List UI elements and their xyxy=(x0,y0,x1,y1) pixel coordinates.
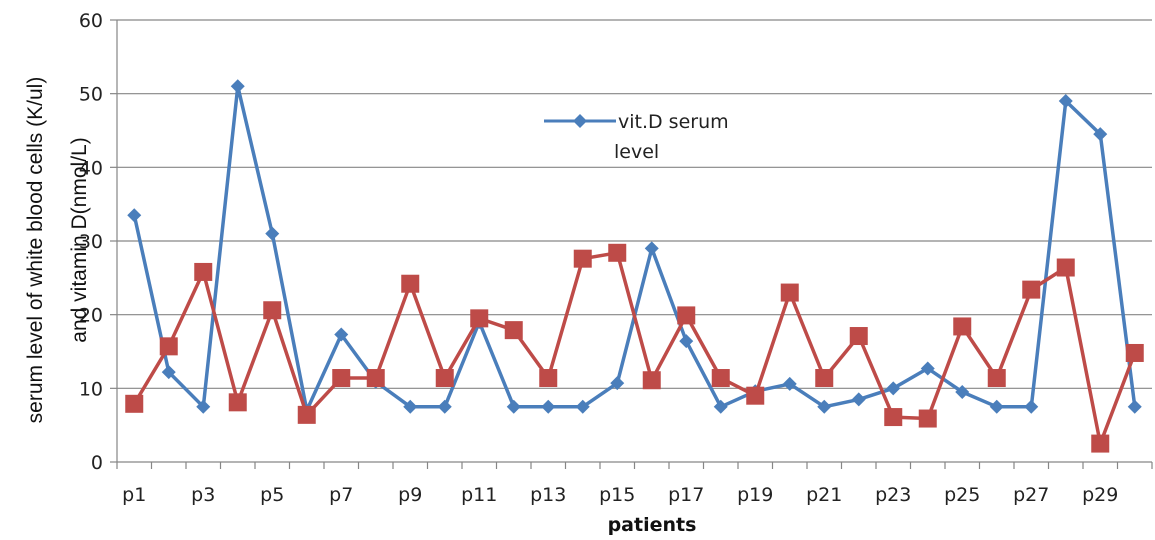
point-s2-p19 xyxy=(746,386,765,405)
point-s2-p12 xyxy=(504,321,523,340)
series-line-2 xyxy=(132,251,1137,446)
point-s2-p18 xyxy=(711,369,730,388)
series-group xyxy=(125,79,1144,453)
point-s1-p5 xyxy=(265,226,280,241)
point-s2-p26 xyxy=(987,369,1006,388)
x-tick-label-p19: p19 xyxy=(737,484,773,506)
point-s2-p30 xyxy=(1125,343,1144,362)
x-tick-label-p3: p3 xyxy=(191,484,215,506)
point-s2-p6 xyxy=(297,405,316,424)
x-tick-label-p27: p27 xyxy=(1013,484,1049,506)
point-s1-p25 xyxy=(955,385,970,400)
point-s1-p16 xyxy=(644,241,659,256)
point-s2-p13 xyxy=(539,369,558,388)
x-tick-label-p9: p9 xyxy=(398,484,422,506)
point-s1-p30 xyxy=(1127,399,1142,414)
x-tick-label-p25: p25 xyxy=(944,484,980,506)
point-s1-p14 xyxy=(575,399,590,414)
x-tick-label-p21: p21 xyxy=(806,484,842,506)
point-s2-p11 xyxy=(470,309,489,328)
point-s1-p7 xyxy=(334,327,349,342)
point-s2-p24 xyxy=(918,409,937,428)
legend-label-vit-d-line-1: vit.D serum xyxy=(618,111,729,133)
point-s1-p15 xyxy=(610,376,625,391)
point-s1-p23 xyxy=(886,381,901,396)
x-tick-label-p13: p13 xyxy=(530,484,566,506)
point-s1-p28 xyxy=(1058,94,1073,109)
x-tick-label-p17: p17 xyxy=(668,484,704,506)
point-s2-p1 xyxy=(125,394,144,413)
point-s1-p9 xyxy=(403,399,418,414)
point-s2-p10 xyxy=(435,369,454,388)
point-s2-p15 xyxy=(608,243,627,262)
gridlines xyxy=(117,19,1152,389)
point-s2-p29 xyxy=(1091,434,1110,453)
y-axis-ticks: 0 10 20 30 40 50 60 xyxy=(79,10,117,474)
y-tick-label-60: 60 xyxy=(79,10,103,32)
y-tick-label-50: 50 xyxy=(79,84,103,106)
point-s1-p1 xyxy=(127,208,142,223)
x-axis-label: patients xyxy=(608,514,697,536)
point-s2-p25 xyxy=(953,317,972,336)
point-s1-p17 xyxy=(679,334,694,349)
point-s1-p10 xyxy=(437,399,452,414)
legend-label-vit-d-line-2: level xyxy=(614,141,659,163)
point-s1-p4 xyxy=(230,79,245,94)
point-s2-p3 xyxy=(194,262,213,281)
x-tick-label-p7: p7 xyxy=(329,484,353,506)
point-s1-p2 xyxy=(161,365,176,380)
point-s1-p27 xyxy=(1024,399,1039,414)
point-s2-p27 xyxy=(1022,280,1041,299)
y-tick-label-10: 10 xyxy=(79,378,103,400)
y-tick-label-40: 40 xyxy=(79,157,103,179)
legend-marker-vit-d xyxy=(573,114,587,128)
point-s2-p8 xyxy=(366,369,385,388)
point-s2-p21 xyxy=(815,369,834,388)
point-s2-p20 xyxy=(780,283,799,302)
y-tick-label-0: 0 xyxy=(91,452,103,474)
point-s2-p7 xyxy=(332,369,351,388)
point-s2-p5 xyxy=(263,301,282,320)
point-s2-p16 xyxy=(642,371,661,390)
point-s2-p23 xyxy=(884,408,903,427)
y-tick-label-30: 30 xyxy=(79,231,103,253)
point-s1-p21 xyxy=(817,399,832,414)
point-s2-p17 xyxy=(677,306,696,325)
point-s1-p13 xyxy=(541,399,556,414)
point-s1-p3 xyxy=(196,399,211,414)
point-s1-p20 xyxy=(782,376,797,391)
point-s1-p24 xyxy=(920,361,935,376)
point-s2-p22 xyxy=(849,327,868,346)
x-tick-label-p29: p29 xyxy=(1082,484,1118,506)
y-axis-label-line-2: and vitamin D(nmol/L) xyxy=(68,137,91,342)
x-tick-label-p11: p11 xyxy=(461,484,497,506)
point-s2-p9 xyxy=(401,274,420,293)
point-s1-p26 xyxy=(989,399,1004,414)
x-axis-ticks: p1 p3 p5 p7 p9 p11 p13 p15 p17 p19 p21 p23 p25 p27 p29 xyxy=(116,462,1153,506)
point-s2-p2 xyxy=(159,337,178,356)
x-tick-label-p1: p1 xyxy=(122,484,146,506)
y-tick-label-20: 20 xyxy=(79,305,103,327)
point-s1-p12 xyxy=(506,399,521,414)
legend: vit.D serum level xyxy=(544,111,729,163)
point-s2-p14 xyxy=(573,249,592,268)
x-tick-label-p23: p23 xyxy=(875,484,911,506)
point-s1-p29 xyxy=(1093,127,1108,142)
y-axis-label-line-1: serum level of white blood cells (K/ul) xyxy=(24,77,47,424)
x-tick-label-p15: p15 xyxy=(599,484,635,506)
point-s2-p4 xyxy=(228,393,247,412)
point-s2-p28 xyxy=(1056,258,1075,277)
point-s1-p22 xyxy=(851,392,866,407)
x-tick-label-p5: p5 xyxy=(260,484,284,506)
point-s1-p18 xyxy=(713,399,728,414)
